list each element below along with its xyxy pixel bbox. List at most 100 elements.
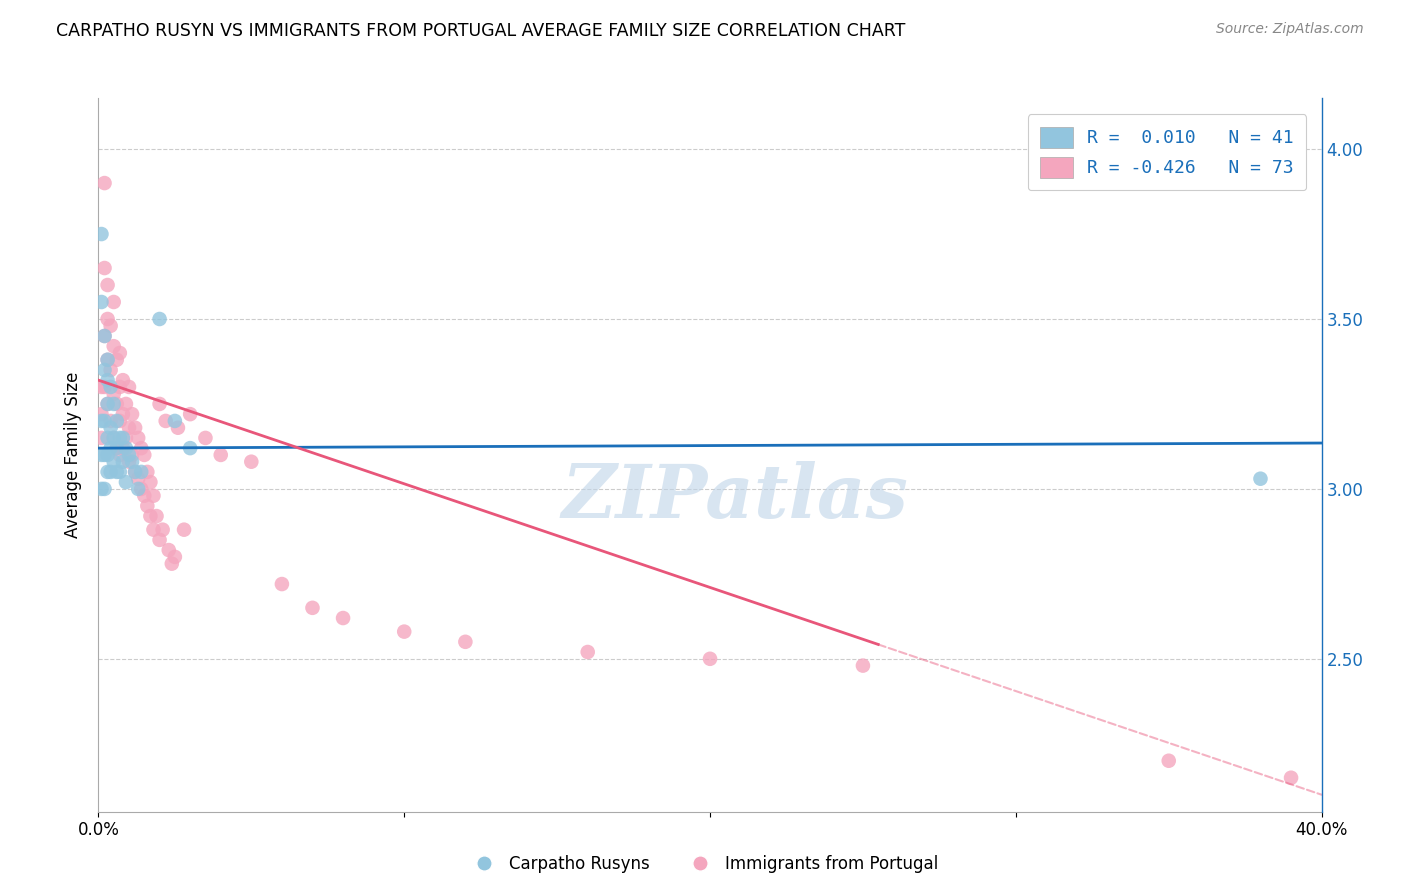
Point [134,489,156,503]
Point [105,441,128,455]
Point [103,295,125,310]
Point [454,635,477,649]
Point [103,397,125,411]
Point [142,523,165,537]
Point [108,448,131,462]
Point [129,465,152,479]
Point [100,421,122,435]
Point [111,431,134,445]
Point [127,431,149,445]
Point [1157,754,1180,768]
Point [115,441,138,455]
Point [111,373,134,387]
Point [93,482,115,496]
Point [127,472,149,486]
Point [100,318,122,333]
Point [115,431,138,445]
Text: Source: ZipAtlas.com: Source: ZipAtlas.com [1216,22,1364,37]
Point [145,509,167,524]
Point [194,431,217,445]
Point [115,475,138,489]
Point [1279,771,1302,785]
Point [90,295,112,310]
Point [105,352,128,367]
Point [93,414,115,428]
Point [108,346,131,360]
Point [240,455,263,469]
Point [160,557,183,571]
Point [157,543,180,558]
Point [121,448,143,462]
Point [127,482,149,496]
Point [105,414,128,428]
Point [105,397,128,411]
Point [155,414,177,428]
Point [97,278,120,293]
Point [93,380,115,394]
Point [118,448,141,462]
Point [90,431,112,445]
Point [90,448,112,462]
Point [129,441,152,455]
Point [90,482,112,496]
Point [93,329,115,343]
Point [103,455,125,469]
Point [90,227,112,241]
Point [90,407,112,421]
Point [301,600,323,615]
Point [100,363,122,377]
Point [108,380,131,394]
Point [103,339,125,353]
Point [100,441,122,455]
Point [142,489,165,503]
Point [105,441,128,455]
Point [93,448,115,462]
Legend: R =  0.010   N = 41, R = -0.426   N = 73: R = 0.010 N = 41, R = -0.426 N = 73 [1028,114,1306,190]
Point [108,465,131,479]
Point [149,312,172,326]
Point [1249,472,1271,486]
Point [179,407,201,421]
Point [97,448,120,462]
Point [124,421,146,435]
Point [97,312,120,326]
Point [118,455,141,469]
Y-axis label: Average Family Size: Average Family Size [63,372,82,538]
Point [136,499,159,513]
Point [100,380,122,394]
Point [149,533,172,547]
Point [152,523,174,537]
Point [392,624,416,639]
Point [93,176,115,190]
Point [129,482,152,496]
Point [209,448,232,462]
Point [121,455,143,469]
Point [270,577,292,591]
Point [111,407,134,421]
Point [97,352,120,367]
Point [149,397,172,411]
Point [139,509,162,524]
Point [97,397,120,411]
Text: CARPATHO RUSYN VS IMMIGRANTS FROM PORTUGAL AVERAGE FAMILY SIZE CORRELATION CHART: CARPATHO RUSYN VS IMMIGRANTS FROM PORTUG… [56,22,905,40]
Point [97,397,120,411]
Point [97,431,120,445]
Point [124,465,146,479]
Text: ZIPatlas: ZIPatlas [561,461,908,534]
Point [103,431,125,445]
Point [90,380,112,394]
Point [121,407,143,421]
Point [173,523,195,537]
Point [179,441,201,455]
Point [105,465,128,479]
Point [97,465,120,479]
Point [118,380,141,394]
Point [852,658,875,673]
Point [103,386,125,401]
Point [111,455,134,469]
Point [93,329,115,343]
Point [93,260,115,275]
Point [111,441,134,455]
Point [124,465,146,479]
Point [163,414,186,428]
